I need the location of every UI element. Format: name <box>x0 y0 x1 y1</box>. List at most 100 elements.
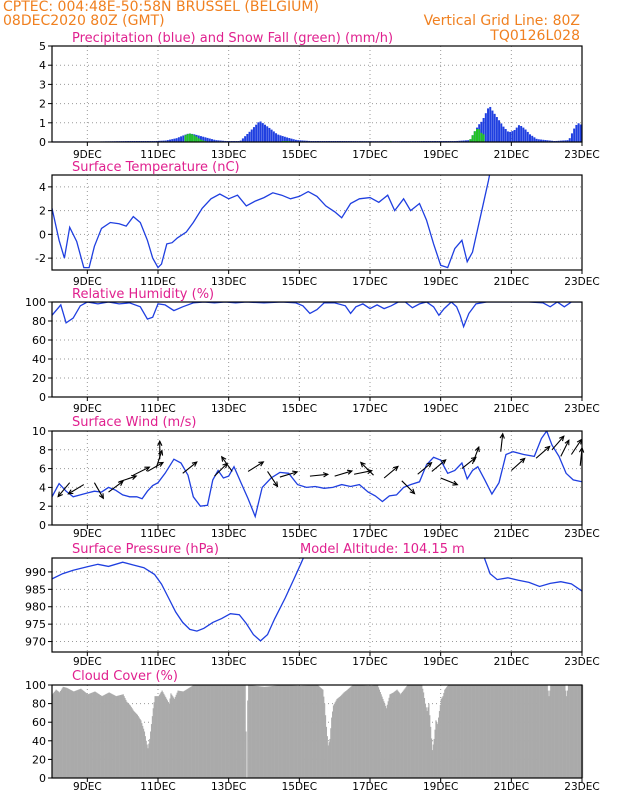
wind-arrow-shaft <box>57 482 71 497</box>
y-tick-label: 8 <box>39 444 46 457</box>
cloud-bar <box>577 685 579 778</box>
wind-arrow-head <box>409 488 416 495</box>
cloud-bar <box>206 685 208 778</box>
cloud-bar <box>242 685 244 778</box>
x-tick-label: 11DEC <box>140 528 175 540</box>
cloud-bar <box>389 694 391 778</box>
cloud-bar <box>194 685 196 778</box>
wind-arrow-head <box>222 462 229 469</box>
cloud-bar <box>267 686 269 778</box>
cloud-bar <box>163 693 165 778</box>
cloud-bar <box>463 685 465 778</box>
precip-bar <box>259 121 262 142</box>
x-tick-label: 23DEC <box>564 656 599 668</box>
cloud-bar <box>503 685 505 778</box>
precip-bar <box>579 124 582 142</box>
x-tick-label: 19DEC <box>423 403 458 415</box>
cloud-bar <box>493 685 495 778</box>
wind-arrow-shaft <box>383 466 399 479</box>
cloud-bar <box>308 685 310 778</box>
cloud-bar <box>472 685 474 778</box>
cloud-bar <box>323 696 325 778</box>
cloud-bar <box>347 689 349 778</box>
cloud-bar <box>66 687 68 778</box>
wind-arrow-head <box>272 481 279 488</box>
cloud-bar <box>56 690 58 778</box>
precip-bar <box>169 139 172 142</box>
precip-bar <box>498 120 501 142</box>
wind-arrow-head <box>470 456 477 463</box>
cloud-bar <box>244 685 246 778</box>
precip-bar <box>489 106 492 142</box>
cloud-bar <box>118 695 120 778</box>
cloud-bar <box>318 686 320 778</box>
cloud-bar <box>492 685 494 778</box>
cloud-bar <box>116 695 118 778</box>
cloud-bar <box>351 685 353 778</box>
precip-bar <box>204 137 207 142</box>
temperature-line <box>52 175 491 269</box>
y-tick-label: 10 <box>32 425 46 438</box>
cloud-bar <box>505 685 507 778</box>
precip-bar <box>208 138 211 142</box>
cloud-bar <box>152 708 154 778</box>
cloud-bar <box>238 685 240 778</box>
panel-frame <box>51 430 583 526</box>
wind-arrow-head <box>392 465 399 472</box>
cloud-bar <box>546 685 548 778</box>
precip-bar <box>531 135 534 142</box>
cloud-bar <box>184 690 186 778</box>
cloud-bar <box>272 685 275 778</box>
cloud-bar <box>368 685 370 778</box>
cloud-bar <box>548 696 550 778</box>
y-tick-label: 60 <box>32 716 46 729</box>
cloud-bar <box>447 685 449 778</box>
cloud-bar <box>77 689 79 778</box>
precip-bar <box>301 140 304 142</box>
cloud-bar <box>202 685 204 778</box>
cloud-bar <box>211 685 214 778</box>
cloud-bar <box>54 690 56 778</box>
x-tick-label: 19DEC <box>423 276 458 288</box>
cloud-bar <box>143 731 146 778</box>
cloud-bar <box>290 685 292 778</box>
cloud-bar <box>365 685 367 778</box>
cloud-bar <box>130 706 132 778</box>
wind-arrow-head <box>544 445 551 452</box>
y-tick-label: 20 <box>32 372 46 385</box>
cloud-bar <box>124 698 126 778</box>
cloud-bar <box>275 685 277 778</box>
y-tick-label: 2 <box>39 500 46 513</box>
cloud-bar <box>289 685 291 778</box>
x-tick-label: 23DEC <box>564 528 599 540</box>
cloud-bar <box>456 685 458 778</box>
cloud-bar <box>161 690 163 778</box>
cloud-bar <box>145 740 147 778</box>
cloud-bar <box>400 694 402 778</box>
cloud-bar <box>192 685 194 778</box>
wind-arrow-head <box>440 459 447 465</box>
cloud-bar <box>178 690 180 778</box>
cloud-bar <box>451 685 453 778</box>
x-tick-label: 13DEC <box>211 528 246 540</box>
cloud-bar <box>190 686 192 778</box>
cloud-bar <box>520 685 522 778</box>
cloud-bar <box>62 686 64 778</box>
wind-arrow-head <box>322 472 330 478</box>
cloud-bar <box>543 685 545 778</box>
cloud-bar <box>121 694 123 778</box>
cloud-bar <box>317 685 320 778</box>
cloud-bar <box>425 707 427 778</box>
x-tick-label: 19DEC <box>423 528 458 540</box>
cloud-bar <box>557 685 559 778</box>
x-tick-label: 17DEC <box>352 781 387 793</box>
cloud-bar <box>467 685 469 778</box>
cloud-bar <box>564 685 566 778</box>
cloud-bar <box>255 685 257 778</box>
wind-arrow-head <box>292 470 299 476</box>
cloud-bar <box>138 717 140 778</box>
cloud-bar <box>105 694 107 778</box>
x-tick-label: 13DEC <box>211 276 246 288</box>
cloud-bar <box>277 685 279 778</box>
precip-bar <box>524 129 527 142</box>
